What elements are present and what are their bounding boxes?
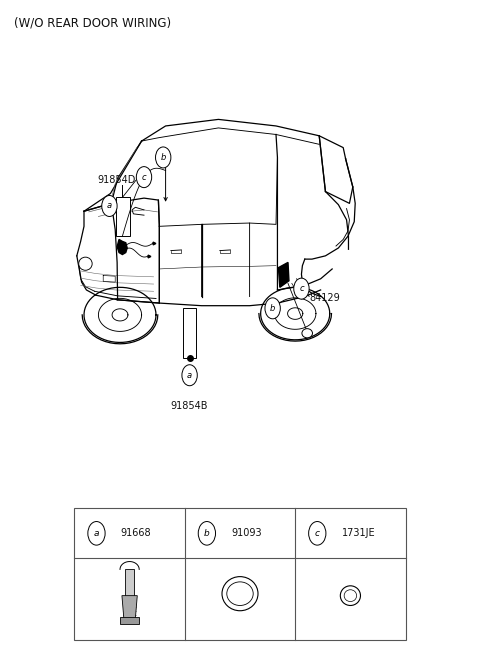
- Circle shape: [88, 522, 105, 545]
- Text: 91854B: 91854B: [171, 401, 208, 411]
- Ellipse shape: [340, 586, 360, 605]
- Text: c: c: [142, 173, 146, 182]
- Ellipse shape: [302, 329, 312, 338]
- Circle shape: [136, 167, 152, 188]
- Polygon shape: [278, 262, 289, 287]
- Bar: [116, 197, 130, 236]
- Text: a: a: [107, 201, 112, 211]
- Text: 91668: 91668: [121, 528, 151, 539]
- Text: 91093: 91093: [231, 528, 262, 539]
- Circle shape: [156, 147, 171, 168]
- Circle shape: [265, 298, 280, 319]
- Ellipse shape: [222, 577, 258, 611]
- Text: (W/O REAR DOOR WIRING): (W/O REAR DOOR WIRING): [14, 16, 171, 30]
- Bar: [74, 508, 406, 640]
- Polygon shape: [117, 239, 127, 255]
- Text: 84129: 84129: [310, 293, 340, 304]
- Circle shape: [182, 365, 197, 386]
- Ellipse shape: [227, 582, 253, 605]
- Text: a: a: [187, 371, 192, 380]
- Circle shape: [102, 195, 117, 216]
- Text: c: c: [315, 529, 320, 538]
- Text: 1731JE: 1731JE: [342, 528, 375, 539]
- Circle shape: [294, 278, 309, 299]
- Text: b: b: [160, 153, 166, 162]
- Text: a: a: [94, 529, 99, 538]
- Text: c: c: [299, 284, 304, 293]
- Circle shape: [309, 522, 326, 545]
- Polygon shape: [125, 569, 134, 596]
- Ellipse shape: [79, 257, 92, 270]
- Ellipse shape: [344, 590, 357, 602]
- Polygon shape: [120, 617, 139, 624]
- Text: b: b: [204, 529, 210, 538]
- Text: 91854D: 91854D: [97, 175, 135, 186]
- Circle shape: [198, 522, 216, 545]
- Polygon shape: [122, 596, 137, 619]
- Text: b: b: [270, 304, 276, 313]
- Bar: [183, 308, 196, 358]
